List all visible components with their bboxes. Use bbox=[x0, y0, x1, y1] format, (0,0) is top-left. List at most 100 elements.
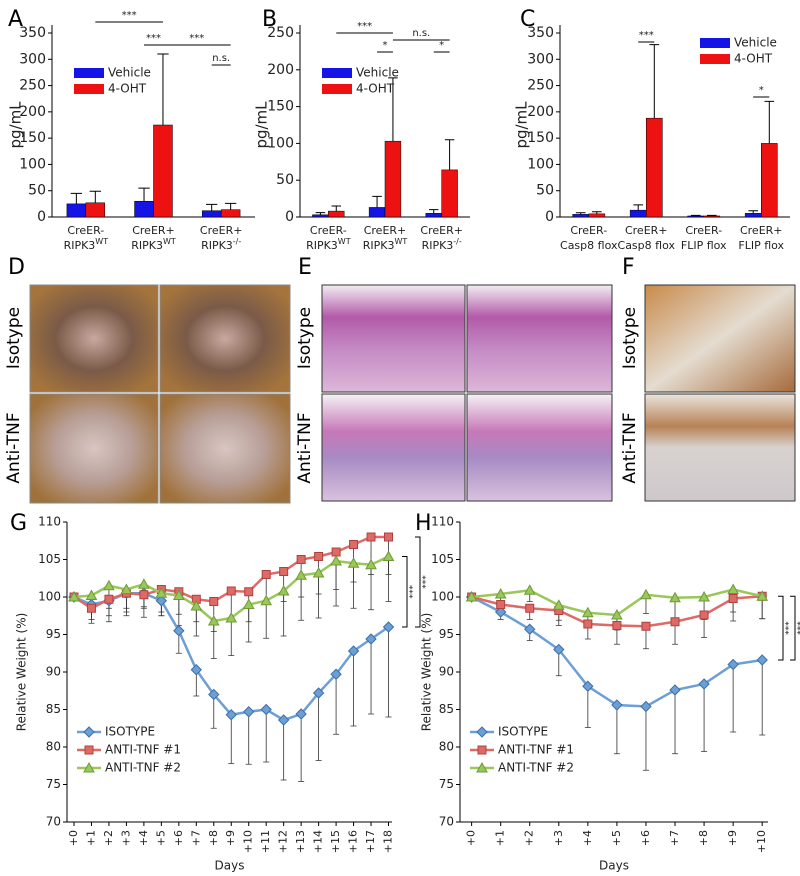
marker bbox=[296, 555, 306, 564]
bar bbox=[441, 169, 458, 218]
marker bbox=[582, 680, 594, 692]
marker bbox=[242, 598, 255, 609]
marker bbox=[261, 570, 271, 579]
x-tick-label: +5 bbox=[610, 830, 623, 846]
marker bbox=[347, 557, 360, 568]
marker bbox=[225, 709, 237, 721]
error-bar bbox=[748, 210, 759, 214]
marker bbox=[139, 590, 149, 600]
x-tick-label-line: RIPK3 bbox=[131, 239, 163, 252]
marker bbox=[525, 603, 535, 613]
x-tick-label-sup: -/- bbox=[453, 237, 462, 246]
error-bar bbox=[642, 706, 649, 771]
marker bbox=[349, 540, 359, 549]
error-bar bbox=[206, 203, 218, 211]
y-tick-label: 200 bbox=[19, 104, 46, 120]
significance-label: *** bbox=[409, 585, 419, 599]
error-bar bbox=[672, 690, 679, 755]
x-tick-label: +7 bbox=[189, 830, 202, 846]
marker bbox=[382, 621, 395, 633]
legend-label: Vehicle bbox=[734, 36, 777, 50]
panel-letter: B bbox=[262, 7, 277, 32]
marker bbox=[670, 617, 680, 627]
x-tick-label: +18 bbox=[382, 830, 395, 853]
x-tick-label: Casp8 flox bbox=[618, 239, 676, 252]
marker bbox=[496, 600, 506, 609]
x-tick-label: +1 bbox=[84, 830, 97, 846]
x-tick-label-line: FLIP flox bbox=[681, 239, 727, 252]
marker bbox=[244, 587, 254, 597]
significance-label: n.s. bbox=[412, 28, 430, 39]
x-tick-label: RIPK3WT bbox=[131, 237, 176, 253]
legend-label: ISOTYPE bbox=[105, 725, 155, 739]
significance-label: *** bbox=[146, 33, 161, 44]
marker bbox=[138, 578, 150, 589]
marker bbox=[365, 558, 377, 570]
y-tick-label: 350 bbox=[527, 25, 554, 41]
photo bbox=[644, 393, 796, 502]
x-tick-label: CreER+ bbox=[200, 224, 243, 237]
marker bbox=[120, 583, 133, 594]
marker bbox=[155, 587, 168, 598]
y-tick-label: 250 bbox=[527, 78, 554, 94]
x-tick-label: Casp8 flox bbox=[560, 239, 618, 252]
marker bbox=[330, 668, 342, 680]
y-tick-label: 150 bbox=[527, 130, 554, 146]
row-label: Isotype bbox=[4, 307, 24, 369]
marker bbox=[698, 678, 710, 690]
legend-label: 4-OHT bbox=[356, 82, 395, 96]
error-bar bbox=[333, 561, 340, 607]
error-bar bbox=[157, 53, 169, 125]
x-tick-label-line: FLIP flox bbox=[738, 239, 784, 252]
photo bbox=[159, 393, 291, 504]
error-bar bbox=[298, 714, 305, 782]
panel-letter: H bbox=[415, 511, 432, 536]
y-tick-label: 100 bbox=[431, 590, 454, 604]
error-bar bbox=[333, 674, 340, 735]
error-bar bbox=[298, 575, 305, 621]
marker bbox=[669, 684, 681, 696]
photo bbox=[321, 284, 466, 393]
marker bbox=[243, 706, 255, 718]
y-tick-label: 0 bbox=[545, 209, 554, 225]
y-tick-label: 150 bbox=[267, 99, 294, 115]
y-tick-label: 150 bbox=[19, 130, 46, 146]
x-tick-label: +11 bbox=[259, 830, 272, 853]
y-tick-label: 100 bbox=[38, 590, 61, 604]
bar bbox=[761, 143, 778, 218]
error-bar bbox=[701, 684, 708, 752]
significance-label: *** bbox=[189, 33, 204, 44]
panel-letter: A bbox=[8, 7, 23, 32]
error-bar bbox=[315, 212, 326, 215]
x-tick-label-sup: WT bbox=[338, 237, 351, 246]
x-tick-label: RIPK3WT bbox=[306, 237, 351, 253]
error-bar bbox=[730, 664, 737, 733]
row-label: Anti-TNF bbox=[295, 412, 315, 483]
error-bar bbox=[263, 600, 270, 639]
error-bar bbox=[444, 139, 455, 170]
y-tick-label: 0 bbox=[285, 209, 294, 225]
y-tick-label: 110 bbox=[431, 515, 454, 529]
marker bbox=[68, 590, 80, 602]
x-tick-label: RIPK3-/- bbox=[201, 237, 241, 253]
y-tick-label: 70 bbox=[439, 815, 454, 829]
x-tick-label: +0 bbox=[67, 830, 80, 846]
y-axis-label: pg/mL bbox=[513, 101, 531, 149]
x-tick-label-line: RIPK3 bbox=[363, 239, 395, 252]
error-bar bbox=[706, 214, 717, 216]
error-bar bbox=[584, 686, 591, 728]
y-tick-label: 95 bbox=[46, 627, 61, 641]
x-tick-label: +4 bbox=[137, 830, 150, 846]
y-tick-label: 300 bbox=[19, 51, 46, 67]
y-tick-label: 85 bbox=[46, 702, 61, 716]
x-tick-label-sup: WT bbox=[394, 237, 407, 246]
x-tick-label-line: RIPK3 bbox=[201, 239, 233, 252]
x-tick-label: +12 bbox=[277, 830, 290, 853]
marker bbox=[524, 623, 536, 635]
marker bbox=[728, 594, 738, 603]
row-label: Isotype bbox=[620, 307, 640, 369]
error-bar bbox=[385, 556, 392, 602]
marker bbox=[295, 569, 307, 580]
legend-label: ANTI-TNF #2 bbox=[498, 761, 574, 775]
photo bbox=[644, 284, 796, 393]
